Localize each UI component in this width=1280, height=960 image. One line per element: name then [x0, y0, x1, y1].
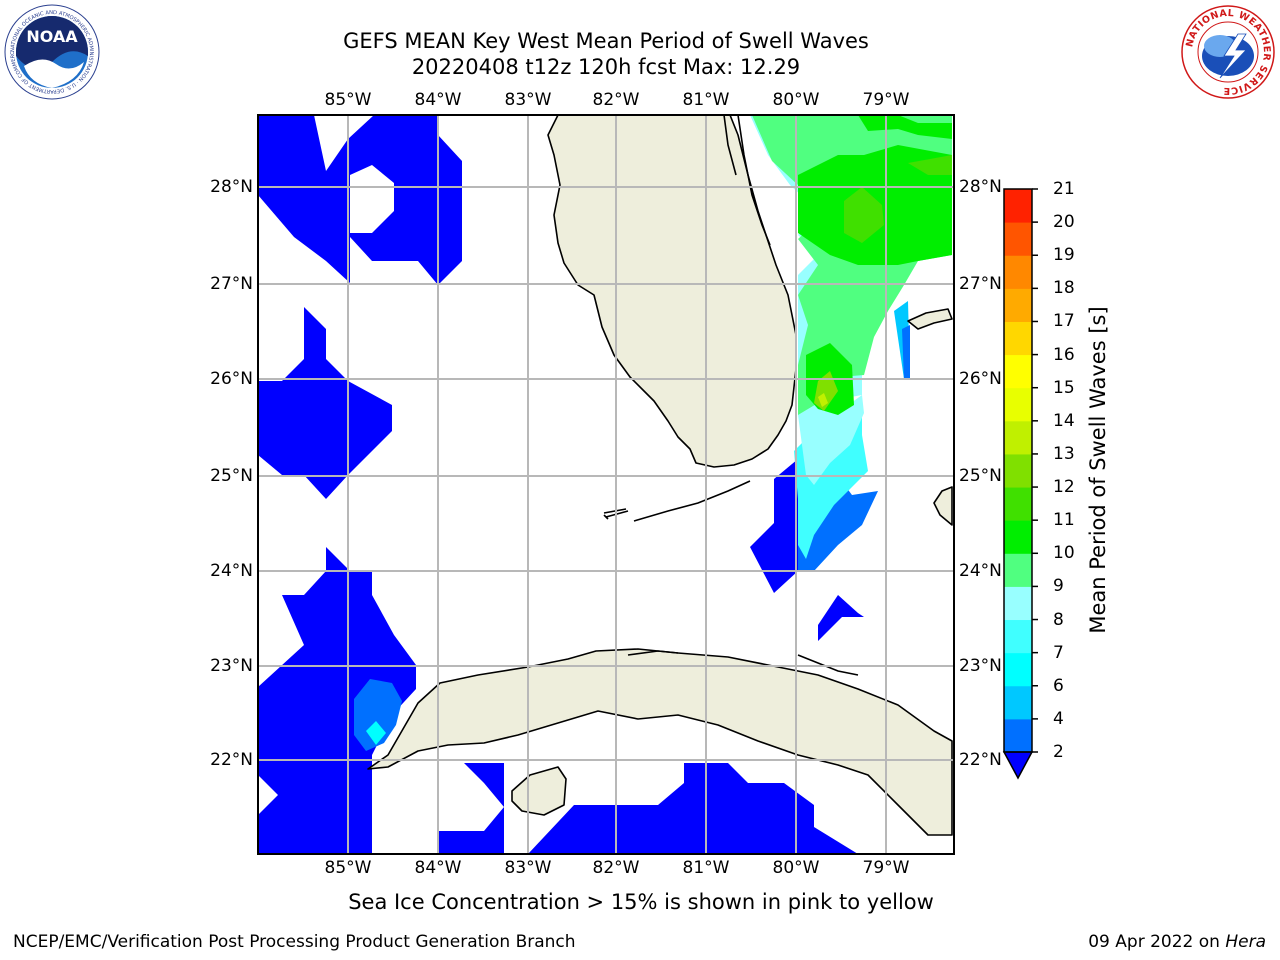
- colorbar-segment: [1004, 718, 1032, 753]
- colorbar-segment: [1004, 487, 1032, 521]
- isla-juventud-land: [511, 766, 567, 816]
- coastline-details: [603, 115, 859, 676]
- lon-label-bottom: 82°W: [592, 858, 640, 878]
- colorbar-tick-label: 19: [1053, 245, 1075, 266]
- colorbar-segment: [1004, 586, 1032, 621]
- lon-label-top: 82°W: [592, 90, 640, 110]
- colorbar-segment: [1004, 321, 1032, 356]
- bahamas-blob: [818, 595, 864, 641]
- lat-label-left: 27°N: [210, 274, 253, 294]
- lon-label-bottom: 80°W: [772, 858, 820, 878]
- cuba-land: [367, 648, 953, 836]
- colorbar: [1002, 188, 1038, 780]
- colorbar-extend-triangle: [1002, 751, 1034, 780]
- colorbar-tick-label: 18: [1053, 278, 1075, 299]
- caribbean-blob: [438, 763, 504, 854]
- lon-label-top: 83°W: [504, 90, 552, 110]
- colorbar-segment: [1004, 354, 1032, 389]
- lat-label-right: 23°N: [959, 656, 1002, 676]
- colorbar-tick-label: 20: [1053, 212, 1075, 233]
- colorbar-tick-label: 15: [1053, 377, 1075, 398]
- footer-date: 09 Apr 2022 on Hera: [1088, 932, 1266, 952]
- lat-label-left: 25°N: [210, 466, 253, 486]
- colorbar-segment: [1004, 453, 1032, 488]
- colorbar-tick-label: 16: [1053, 344, 1075, 365]
- lat-label-right: 28°N: [959, 177, 1002, 197]
- colorbar-tick-label: 14: [1053, 410, 1075, 431]
- colorbar-tick-label: 17: [1053, 311, 1075, 332]
- colorbar-segment: [1004, 619, 1032, 654]
- lon-label-bottom: 85°W: [324, 858, 372, 878]
- colorbar-tick-label: 11: [1053, 510, 1075, 531]
- noaa-logo-text: NOAA: [26, 27, 78, 46]
- caribbean-south-blob: [528, 763, 858, 854]
- colorbar-label: Mean Period of Swell Waves [s]: [1086, 306, 1110, 634]
- colorbar-segment: [1004, 222, 1032, 256]
- noaa-logo: NOAA NATIONAL OCEANIC AND ATMOSPHERIC AD…: [2, 0, 100, 100]
- under-range-regions: [258, 115, 864, 854]
- lat-label-left: 24°N: [210, 561, 253, 581]
- map-panel: [257, 114, 955, 855]
- swell-contours: [354, 115, 952, 751]
- gulf-north-blob: [258, 115, 462, 285]
- nws-logo: NATIONAL WEATHER SERVICE: [1181, 5, 1275, 99]
- colorbar-tick-label: 4: [1053, 708, 1064, 729]
- lat-label-left: 23°N: [210, 656, 253, 676]
- colorbar-tick-label: 2: [1053, 742, 1064, 762]
- chart-subtitle: 20220408 t12z 120h fcst Max: 12.29: [411, 55, 801, 79]
- lat-label-right: 25°N: [959, 466, 1002, 486]
- lat-label-left: 22°N: [210, 750, 253, 770]
- colorbar-segment: [1004, 189, 1032, 223]
- lon-label-bottom: 79°W: [862, 858, 910, 878]
- lat-label-right: 24°N: [959, 561, 1002, 581]
- colorbar-tick-label: 8: [1053, 609, 1064, 630]
- gulf-south-blob: [258, 547, 416, 854]
- lon-label-bottom: 81°W: [682, 858, 730, 878]
- lat-label-right: 27°N: [959, 274, 1002, 294]
- colorbar-segment: [1004, 288, 1032, 322]
- colorbar-segment: [1004, 420, 1032, 455]
- lon-label-top: 81°W: [682, 90, 730, 110]
- colorbar-segment: [1004, 685, 1032, 720]
- colorbar-tick-label: 6: [1053, 675, 1064, 696]
- bahamas-andros: [933, 486, 953, 526]
- footer-host: Hera: [1225, 932, 1266, 952]
- colorbar-tick-label: 10: [1053, 543, 1075, 564]
- lat-label-right: 22°N: [959, 750, 1002, 770]
- colorbar-tick-label: 9: [1053, 576, 1064, 597]
- colorbar-tick-label: 12: [1053, 477, 1075, 498]
- colorbar-tick-label: 7: [1053, 642, 1064, 663]
- graticule: [258, 115, 954, 854]
- footer-date-text: 09 Apr 2022 on: [1088, 932, 1226, 952]
- lon-label-top: 85°W: [324, 90, 372, 110]
- lon-label-top: 79°W: [862, 90, 910, 110]
- lat-label-left: 26°N: [210, 369, 253, 389]
- lon-label-bottom: 84°W: [414, 858, 462, 878]
- colorbar-tick-label: 21: [1053, 179, 1075, 199]
- colorbar-tick-label: 13: [1053, 443, 1075, 464]
- colorbar-segment: [1004, 652, 1032, 687]
- colorbar-outline: [1003, 188, 1033, 753]
- sea-ice-note: Sea Ice Concentration > 15% is shown in …: [348, 890, 934, 914]
- colorbar-segment: [1004, 255, 1032, 289]
- lon-label-top: 80°W: [772, 90, 820, 110]
- colorbar-segment: [1004, 387, 1032, 422]
- lon-label-bottom: 83°W: [504, 858, 552, 878]
- colorbar-segment: [1004, 553, 1032, 587]
- chart-title: GEFS MEAN Key West Mean Period of Swell …: [343, 29, 869, 53]
- footer-credit: NCEP/EMC/Verification Post Processing Pr…: [13, 932, 576, 952]
- lon-label-top: 84°W: [414, 90, 462, 110]
- lat-label-right: 26°N: [959, 369, 1002, 389]
- gulf-west-blob: [258, 307, 392, 499]
- lat-label-left: 28°N: [210, 177, 253, 197]
- colorbar-segment: [1004, 520, 1032, 554]
- grand-bahama: [907, 308, 953, 330]
